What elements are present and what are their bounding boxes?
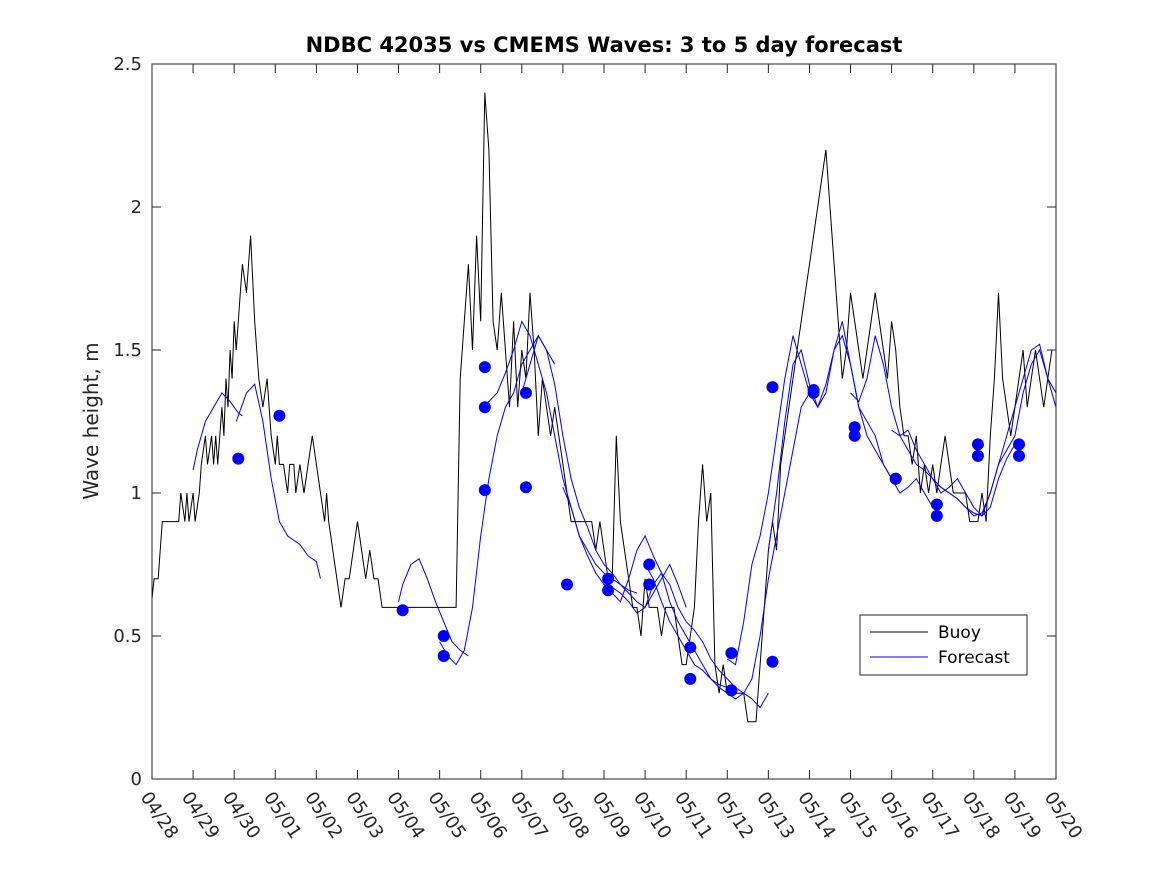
forecast-marker	[437, 650, 450, 663]
series-forecast-line	[891, 343, 1057, 517]
forecast-marker	[273, 409, 286, 422]
series-forecast-line	[603, 572, 769, 709]
forecast-marker	[232, 452, 245, 465]
forecast-marker	[725, 647, 738, 660]
legend: Buoy Forecast	[859, 614, 1028, 676]
forecast-marker	[561, 578, 574, 591]
y-tick-label: 0.5	[113, 626, 142, 647]
y-axis-label: Wave height, m	[79, 342, 103, 499]
series-forecast-line	[192, 392, 243, 471]
series-forecast-line	[398, 558, 469, 657]
series-forecast-line	[235, 383, 321, 579]
forecast-marker	[478, 401, 491, 414]
forecast-marker	[930, 509, 943, 522]
series-forecast-line	[562, 487, 728, 688]
forecast-marker	[1013, 449, 1026, 462]
y-tick-label: 1	[131, 483, 142, 504]
forecast-marker	[478, 361, 491, 374]
y-tick-label: 0	[131, 769, 142, 790]
forecast-marker	[684, 641, 697, 654]
y-tick-label: 2.5	[113, 54, 142, 75]
forecast-marker	[602, 572, 615, 585]
y-tick-label: 1.5	[113, 340, 142, 361]
legend-box	[859, 614, 1028, 676]
y-tick-label: 2	[131, 197, 142, 218]
forecast-marker	[602, 584, 615, 597]
forecast-marker	[478, 484, 491, 497]
series-forecast-line	[521, 334, 687, 609]
forecast-marker	[437, 630, 450, 642]
series-forecast-line	[767, 321, 934, 551]
forecast-marker	[971, 449, 984, 462]
forecast-marker	[725, 684, 738, 697]
forecast-marker	[643, 558, 656, 571]
series-forecast-line	[439, 334, 556, 666]
series-forecast-line	[932, 348, 1057, 517]
forecast-marker	[519, 481, 532, 494]
legend-forecast-label: Forecast	[938, 648, 1010, 668]
forecast-marker	[971, 438, 984, 451]
forecast-marker	[1013, 438, 1026, 451]
series-buoy-line	[151, 92, 1056, 723]
forecast-marker	[684, 672, 697, 685]
forecast-marker	[889, 472, 902, 485]
forecast-marker	[643, 578, 656, 591]
forecast-marker	[848, 429, 861, 442]
forecast-marker	[766, 655, 779, 668]
forecast-marker	[930, 498, 943, 511]
forecast-marker	[766, 381, 779, 394]
forecast-marker	[519, 386, 532, 399]
chart-title: NDBC 42035 vs CMEMS Waves: 3 to 5 day fo…	[306, 33, 903, 57]
forecast-marker	[396, 604, 409, 617]
plot-area	[151, 92, 1057, 723]
forecast-marker	[848, 421, 861, 434]
forecast-marker	[807, 384, 820, 397]
legend-buoy-label: Buoy	[938, 623, 981, 643]
